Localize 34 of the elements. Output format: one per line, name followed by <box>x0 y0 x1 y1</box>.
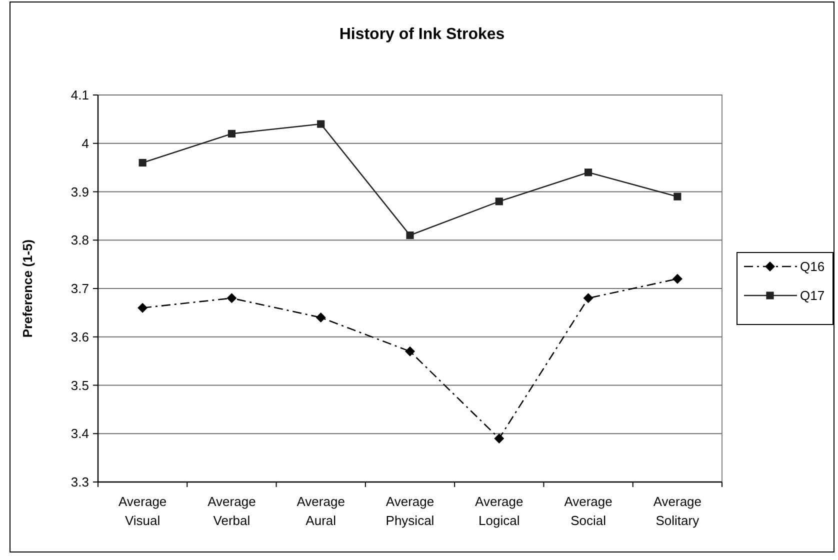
point <box>672 274 682 284</box>
y-tick-label: 3.7 <box>70 281 89 296</box>
x-tick-label: Average Verbal <box>208 494 256 528</box>
point <box>584 168 592 176</box>
legend-label: Q17 <box>800 288 825 304</box>
point <box>317 120 325 128</box>
point <box>406 231 414 240</box>
point <box>674 192 682 200</box>
point <box>583 293 594 304</box>
y-tick-label: 4 <box>82 136 89 151</box>
y-tick-label: 3.5 <box>70 378 89 393</box>
y-tick-label: 3.6 <box>70 329 89 344</box>
point <box>494 433 504 444</box>
x-tick-label: Average Aural <box>296 494 345 528</box>
x-tick-label: Average Logical <box>475 494 524 528</box>
y-tick-label: 4.1 <box>70 88 89 103</box>
point <box>405 346 415 356</box>
point <box>138 302 148 313</box>
x-tick-label: Average Physical <box>386 494 434 528</box>
point <box>138 158 146 167</box>
x-tick-label: Average Visual <box>118 494 167 528</box>
chart-title: History of Ink Strokes <box>339 26 505 43</box>
y-tick-label: 3.8 <box>70 232 89 248</box>
point <box>316 312 326 323</box>
y-tick-label: 3.9 <box>70 184 89 200</box>
legend-label: Q16 <box>800 259 825 274</box>
point <box>226 293 237 304</box>
y-tick-label: 3.3 <box>70 474 89 490</box>
x-tick-label: Average Solitary <box>653 494 702 528</box>
x-tick-label: Average Social <box>564 494 612 528</box>
y-tick-label: 3.4 <box>70 426 89 442</box>
y-axis-title: Preference (1-5) <box>20 239 35 338</box>
point <box>495 198 503 206</box>
point <box>228 130 236 138</box>
